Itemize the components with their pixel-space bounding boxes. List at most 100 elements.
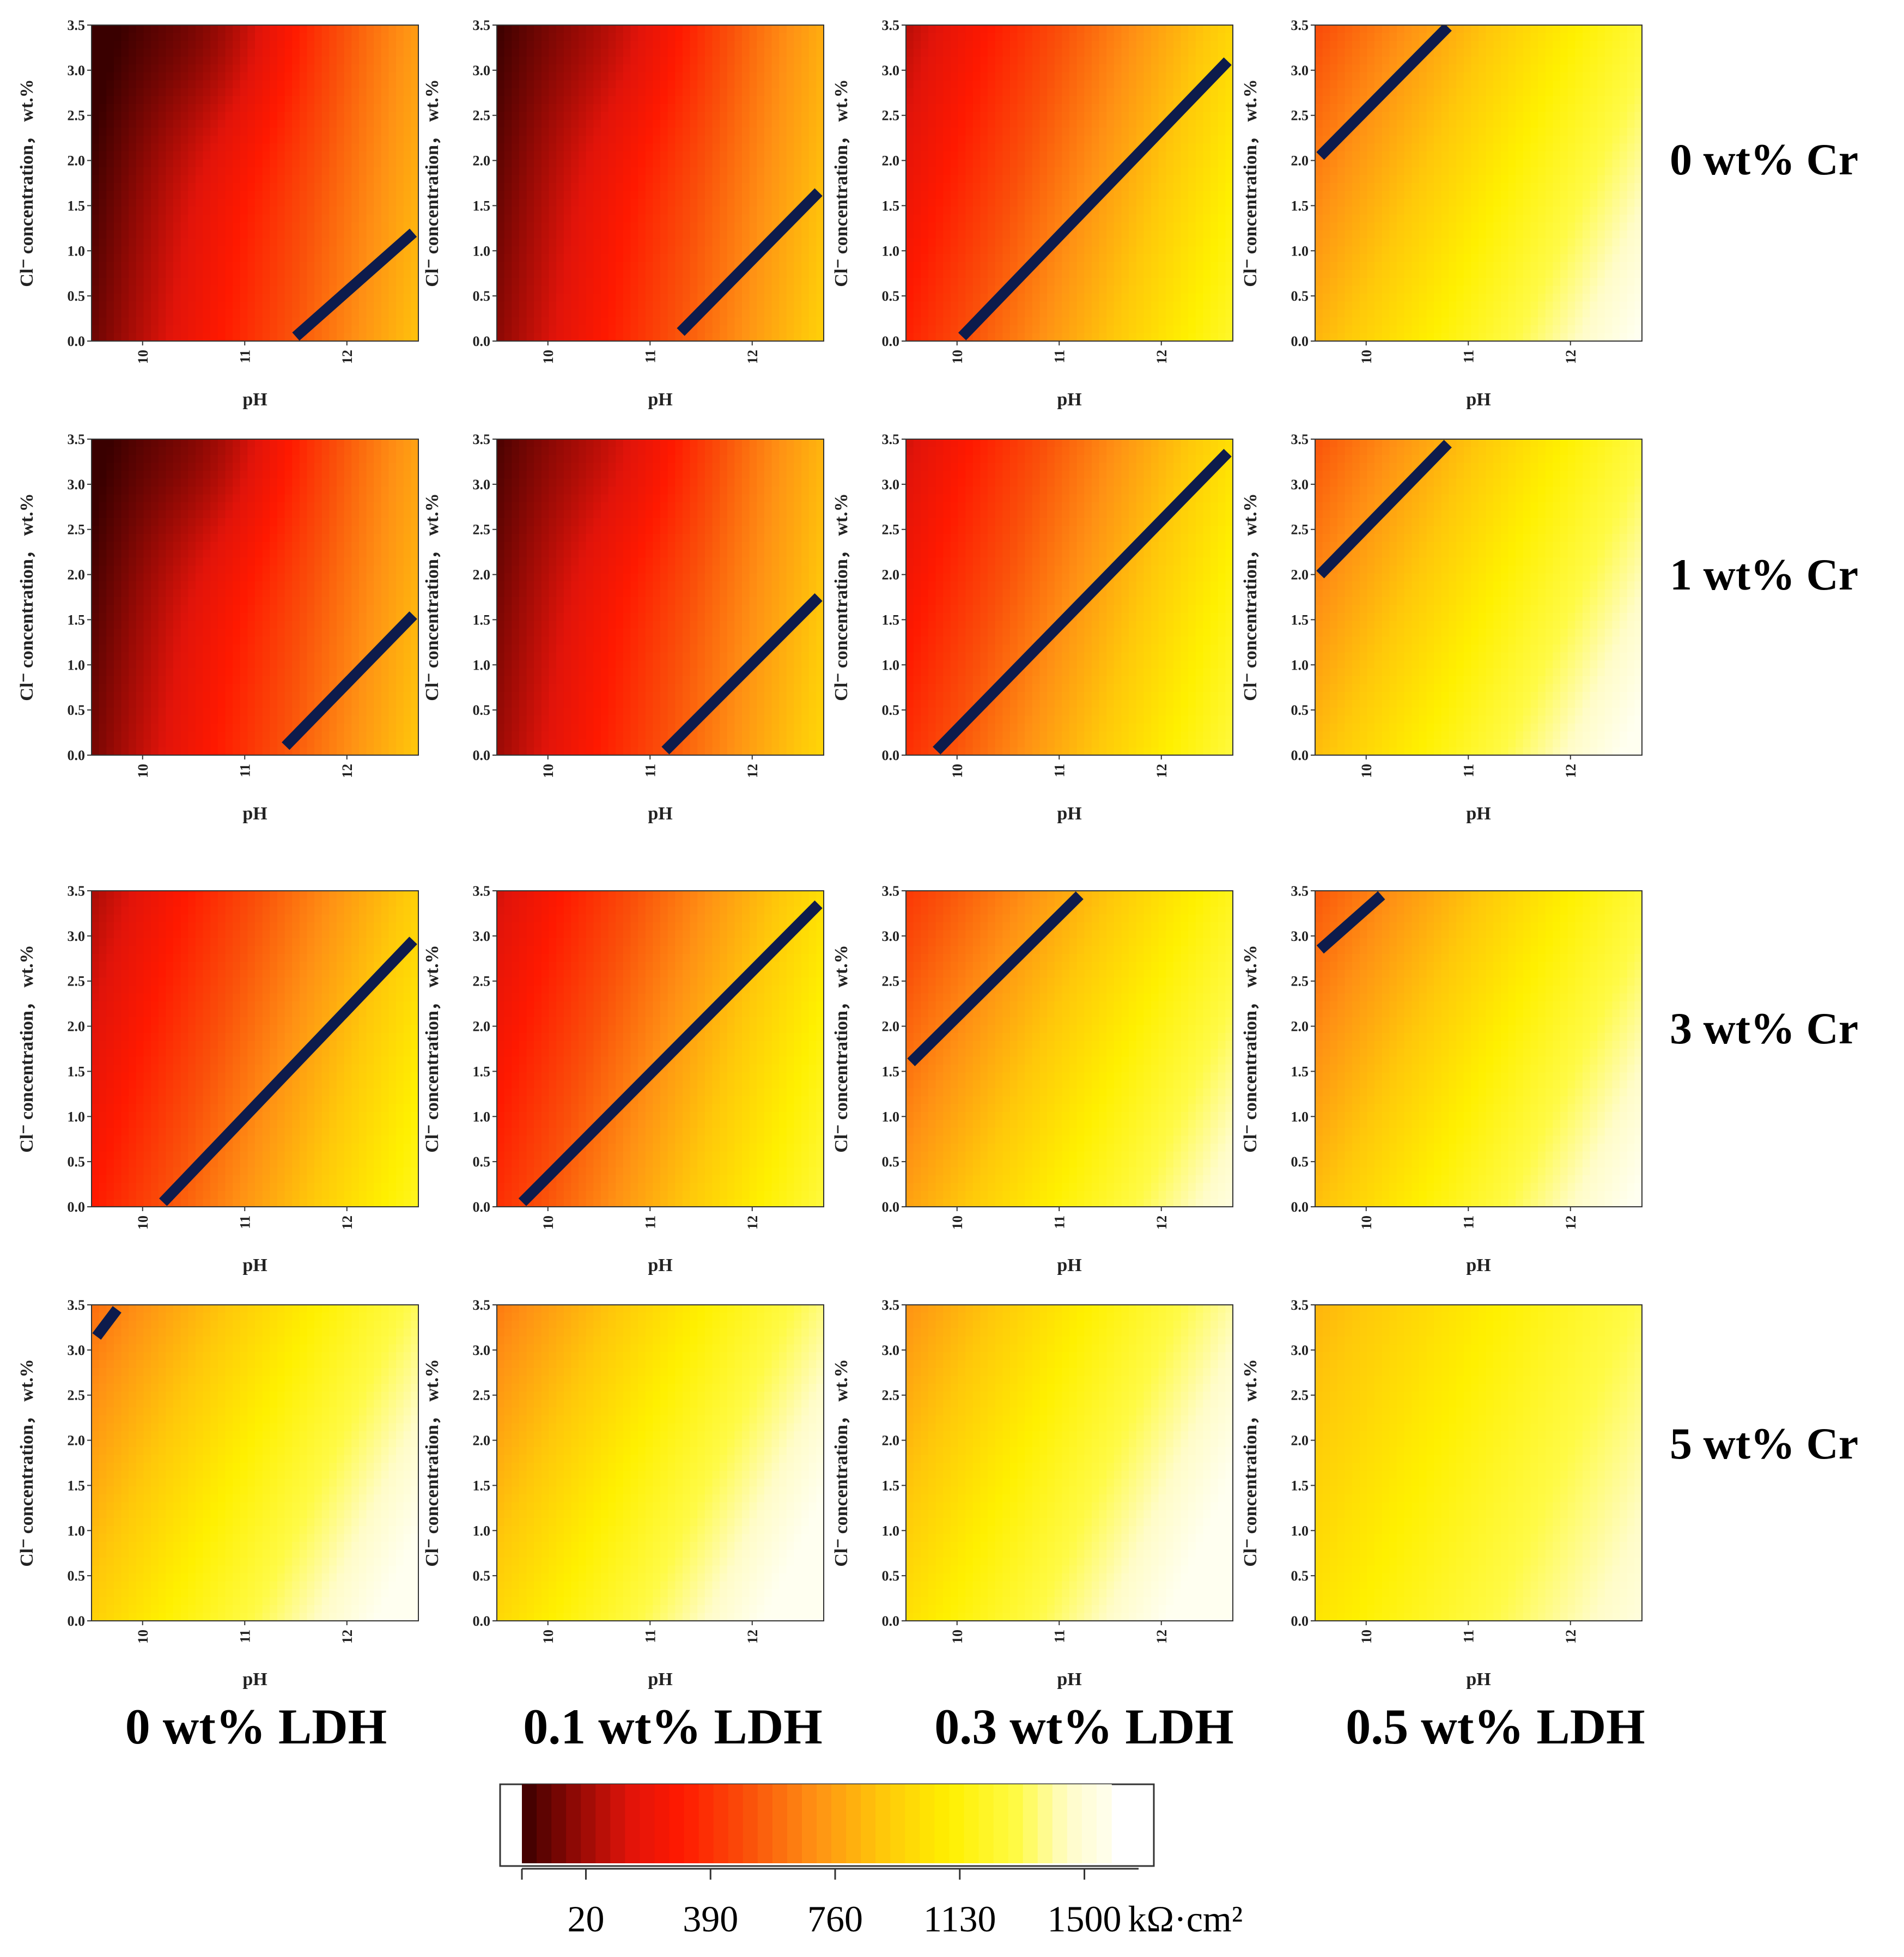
- heatmap-cell: [958, 57, 966, 65]
- heatmap-cell: [173, 112, 181, 120]
- heatmap-cell: [1032, 80, 1041, 89]
- heatmap-cell: [329, 175, 337, 184]
- heatmap-cell: [980, 262, 988, 271]
- heatmap-cell: [1076, 57, 1085, 65]
- heatmap-cell: [358, 254, 367, 263]
- heatmap-cell: [270, 64, 278, 73]
- heatmap-cell: [1091, 215, 1100, 223]
- heatmap-cell: [158, 238, 166, 247]
- heatmap-cell: [1047, 159, 1055, 168]
- heatmap-cell: [638, 25, 646, 34]
- heatmap-cell: [277, 136, 285, 144]
- heatmap-cell: [734, 104, 743, 113]
- heatmap-cell: [653, 25, 661, 34]
- heatmap-cell: [210, 254, 218, 263]
- heatmap-cell: [504, 104, 512, 113]
- heatmap-cell: [786, 325, 795, 334]
- heatmap-cell: [1158, 175, 1166, 184]
- heatmap-cell: [121, 25, 129, 34]
- heatmap-cell: [262, 112, 270, 120]
- heatmap-cell: [106, 88, 114, 97]
- heatmap-cell: [742, 104, 750, 113]
- heatmap-cell: [645, 301, 653, 310]
- heatmap-cell: [188, 333, 196, 341]
- heatmap-cell: [950, 136, 959, 144]
- heatmap-cell: [497, 238, 505, 247]
- heatmap-cell: [255, 96, 263, 105]
- heatmap-cell: [1106, 104, 1115, 113]
- heatmap-cell: [928, 309, 936, 318]
- heatmap-cell: [771, 64, 780, 73]
- heatmap-cell: [704, 143, 713, 152]
- heatmap-cell: [667, 120, 676, 129]
- heatmap-cell: [1158, 80, 1166, 89]
- heatmap-cell: [623, 104, 631, 113]
- heatmap-cell: [277, 143, 285, 152]
- heatmap-cell: [556, 104, 564, 113]
- heatmap-cell: [749, 112, 757, 120]
- heatmap-cell: [675, 191, 683, 199]
- heatmap-cell: [630, 333, 638, 341]
- heatmap-cell: [512, 33, 520, 41]
- heatmap-cell: [630, 167, 638, 176]
- heatmap-cell: [1158, 33, 1166, 41]
- heatmap-cell: [675, 151, 683, 160]
- heatmap-cell: [638, 230, 646, 239]
- heatmap-cell: [1069, 33, 1078, 41]
- heatmap-cell: [950, 57, 959, 65]
- heatmap-cell: [381, 333, 390, 341]
- heatmap-cell: [690, 96, 698, 105]
- heatmap-cell: [950, 96, 959, 105]
- heatmap-cell: [403, 48, 411, 57]
- heatmap-cell: [593, 333, 601, 341]
- heatmap-cell: [549, 112, 557, 120]
- heatmap-cell: [262, 88, 270, 97]
- heatmap-cell: [556, 151, 564, 160]
- heatmap-cell: [1009, 333, 1018, 341]
- heatmap-cell: [1158, 301, 1166, 310]
- heatmap-cell: [113, 41, 122, 50]
- heatmap-cell: [173, 222, 181, 231]
- heatmap-cell: [816, 183, 824, 192]
- heatmap-cell: [541, 325, 550, 334]
- heatmap-cell: [255, 57, 263, 65]
- heatmap-cell: [965, 48, 974, 57]
- heatmap-cell: [240, 278, 248, 287]
- heatmap-cell: [1151, 222, 1159, 231]
- heatmap-cell: [1039, 25, 1048, 34]
- heatmap-cell: [136, 143, 144, 152]
- heatmap-cell: [906, 215, 914, 223]
- heatmap-cell: [519, 309, 527, 318]
- heatmap-cell: [1129, 64, 1137, 73]
- heatmap-cell: [749, 41, 757, 50]
- heatmap-cell: [92, 57, 100, 65]
- heatmap-cell: [1054, 41, 1062, 50]
- heatmap-cell: [166, 215, 174, 223]
- heatmap-cell: [519, 120, 527, 129]
- heatmap-cell: [943, 333, 951, 341]
- heatmap-cell: [608, 112, 616, 120]
- heatmap-cell: [943, 246, 951, 255]
- heatmap-cell: [92, 33, 100, 41]
- heatmap-cell: [630, 72, 638, 81]
- heatmap-cell: [1017, 167, 1025, 176]
- heatmap-cell: [1002, 136, 1011, 144]
- heatmap-cell: [935, 48, 944, 57]
- heatmap-cell: [158, 301, 166, 310]
- heatmap-cell: [262, 325, 270, 334]
- heatmap-cell: [526, 127, 534, 136]
- heatmap-cell: [935, 88, 944, 97]
- heatmap-cell: [794, 25, 802, 34]
- heatmap-cell: [106, 262, 114, 271]
- heatmap-cell: [188, 48, 196, 57]
- heatmap-cell: [950, 175, 959, 184]
- heatmap-cell: [742, 230, 750, 239]
- heatmap-cell: [965, 112, 974, 120]
- heatmap-cell: [1136, 285, 1144, 294]
- heatmap-cell: [794, 167, 802, 176]
- heatmap-cell: [757, 159, 765, 168]
- heatmap-cell: [906, 175, 914, 184]
- heatmap-cell: [358, 25, 367, 34]
- heatmap-cell: [210, 167, 218, 176]
- heatmap-cell: [337, 191, 345, 199]
